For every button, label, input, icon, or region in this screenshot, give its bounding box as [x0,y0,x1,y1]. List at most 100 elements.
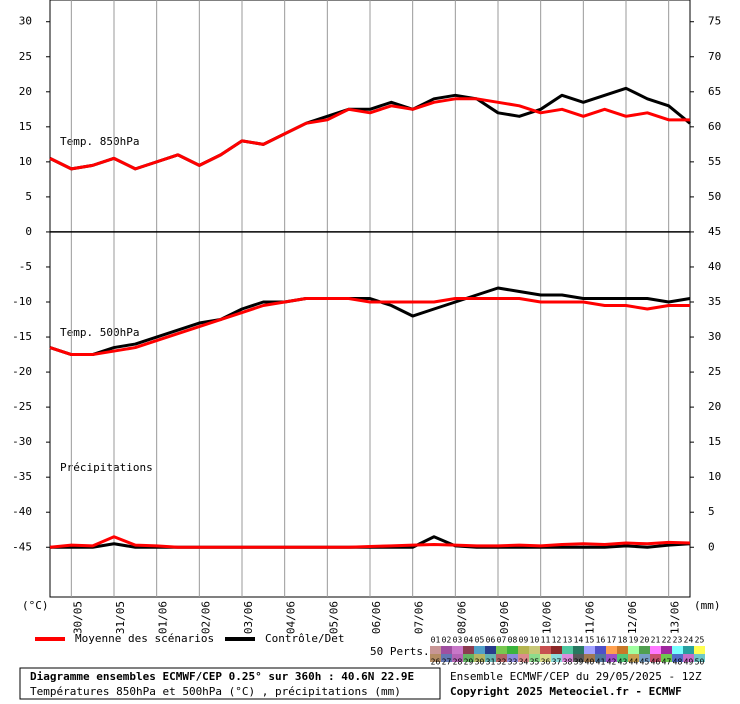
x-tick-label: 11/06 [583,601,596,634]
x-tick-label: 07/06 [413,601,426,634]
pert-label: 03 [453,636,463,645]
pert-label: 01 [431,636,441,645]
pert-swatch [463,654,474,662]
series-line [49,286,691,357]
pert-swatch [507,654,518,662]
pert-swatch [496,646,507,654]
y2-tick-label: 20 [708,400,721,413]
x-tick-label: 05/06 [327,601,340,634]
x-tick-label: 01/06 [157,601,170,634]
pert-swatch [672,646,683,654]
pert-label: 24 [684,636,694,645]
y2-tick-label: 65 [708,85,721,98]
pert-label: 37 [552,658,562,667]
pert-label: 45 [640,658,650,667]
pert-swatch [573,646,584,654]
pert-label: 50 [695,658,705,667]
pert-label: 38 [563,658,573,667]
y2-tick-label: 75 [708,15,721,28]
pert-swatch [661,646,672,654]
pert-swatch [452,646,463,654]
pert-swatch [529,654,540,662]
pert-label: 13 [563,636,573,645]
y-tick-label: -30 [12,435,32,448]
pert-label: 07 [497,636,507,645]
y-tick-label: 25 [19,50,32,63]
panel-label: Temp. 850hPa [60,135,139,148]
run-label: Ensemble ECMWF/CEP du 29/05/2025 - 12Z [450,670,702,683]
pert-label: 10 [530,636,540,645]
y-tick-label: -45 [12,540,32,553]
pert-swatch [672,654,683,662]
pert-label: 14 [574,636,584,645]
pert-label: 30 [475,658,485,667]
x-tick-label: 09/06 [498,601,511,634]
pert-swatch [639,646,650,654]
series-line [49,297,690,357]
pert-swatch [430,654,441,662]
series-line [49,97,690,171]
pert-swatch [474,654,485,662]
pert-label: 40 [585,658,595,667]
y2-tick-label: 0 [708,540,715,553]
pert-label: 12 [552,636,562,645]
pert-swatch [694,654,705,662]
pert-label: 26 [431,658,441,667]
pert-label: 15 [585,636,595,645]
pert-label: 25 [695,636,705,645]
pert-label: 36 [541,658,551,667]
pert-swatch [540,654,551,662]
legend-label: Contrôle/Det [265,632,344,645]
y2-tick-label: 15 [708,435,721,448]
pert-swatch [661,654,672,662]
pert-swatch [628,646,639,654]
y2-tick-label: 10 [708,470,721,483]
pert-swatch [463,646,474,654]
pert-swatch [441,646,452,654]
pert-swatch [650,654,661,662]
pert-swatch [584,646,595,654]
pert-swatch [573,654,584,662]
y-tick-label: 20 [19,85,32,98]
pert-swatch [452,654,463,662]
pert-label: 44 [629,658,639,667]
y-tick-label: -10 [12,295,32,308]
y-tick-label: -40 [12,505,32,518]
y2-tick-label: 25 [708,365,721,378]
pert-label: 49 [684,658,694,667]
pert-swatch [485,654,496,662]
x-tick-label: 04/06 [285,601,298,634]
y-axis-label: (°C) [22,599,49,612]
pert-swatch [529,646,540,654]
footer-box [19,667,441,700]
pert-swatch [683,646,694,654]
series-line [49,535,691,549]
y2-tick-label: 45 [708,225,721,238]
pert-label: 31 [486,658,496,667]
pert-label: 33 [508,658,518,667]
pert-label: 27 [442,658,452,667]
y2-tick-label: 70 [708,50,721,63]
x-tick-label: 06/06 [370,601,383,634]
pert-label: 42 [607,658,617,667]
pert-label: 41 [596,658,606,667]
y2-tick-label: 55 [708,155,721,168]
pert-label: 28 [453,658,463,667]
x-tick-label: 08/06 [455,601,468,634]
pert-swatch [650,646,661,654]
y-tick-label: 5 [25,190,32,203]
y-tick-label: 30 [19,15,32,28]
pert-label: 04 [464,636,474,645]
pert-label: 19 [629,636,639,645]
y2-tick-label: 5 [708,505,715,518]
pert-swatch [683,654,694,662]
pert-label: 35 [530,658,540,667]
pert-label: 02 [442,636,452,645]
pert-swatch [562,646,573,654]
x-tick-label: 10/06 [541,601,554,634]
pert-label: 09 [519,636,529,645]
pert-label: 17 [607,636,617,645]
pert-swatch [496,654,507,662]
pert-label: 05 [475,636,485,645]
